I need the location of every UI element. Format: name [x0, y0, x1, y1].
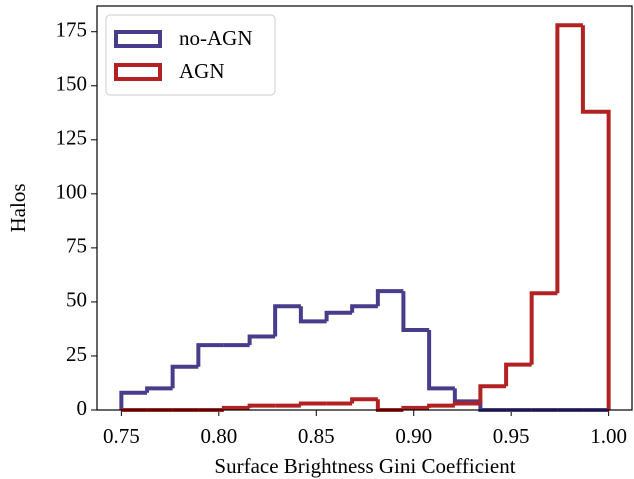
histogram-bin: [119, 390, 148, 410]
histogram-bin: [350, 304, 378, 313]
histogram-bin: [196, 343, 224, 367]
histogram-bin: [427, 330, 455, 391]
y-tick-label: 75: [66, 234, 87, 258]
histogram-bin: [350, 397, 378, 404]
histogram-bin: [452, 401, 481, 406]
histogram-bin: [247, 334, 276, 346]
y-tick-label: 50: [66, 288, 87, 312]
histogram-bin: [504, 362, 532, 387]
histogram-bin: [478, 401, 507, 412]
x-axis-label: Surface Brightness Gini Coefficient: [214, 454, 515, 478]
histogram-bin: [427, 403, 455, 408]
x-tick-label: 1.00: [590, 424, 627, 448]
x-tick-label: 0.80: [200, 424, 237, 448]
histogram-bin: [529, 291, 558, 365]
legend-box: [105, 14, 276, 96]
y-tick-label: 25: [66, 342, 87, 366]
histogram-bin: [452, 388, 481, 404]
histogram-bin: [273, 304, 301, 337]
y-tick-label: 100: [56, 180, 88, 204]
x-tick-label: 0.90: [395, 424, 432, 448]
y-axis-label: Halos: [6, 184, 30, 233]
histogram-bin: [247, 403, 276, 408]
histogram-bin: [401, 291, 430, 333]
histogram-bin: [375, 289, 404, 307]
legend-swatch: [114, 30, 162, 48]
legend-swatch: [114, 63, 162, 81]
histogram-bin: [170, 364, 199, 389]
legend-label: no-AGN: [179, 26, 253, 50]
y-tick-label: 175: [56, 18, 88, 42]
x-tick-label: 0.85: [298, 424, 335, 448]
plot-frame: [96, 5, 633, 411]
histogram-bin: [145, 386, 173, 393]
histogram-bin: [221, 405, 250, 410]
histogram-bin: [298, 401, 327, 406]
histogram-bin: [324, 310, 353, 322]
y-tick-label: 125: [56, 126, 88, 150]
histogram-series: [119, 289, 609, 412]
histogram-bin: [555, 23, 583, 294]
x-tick-label: 0.95: [493, 424, 530, 448]
y-tick-label: 0: [77, 396, 88, 420]
legend-label: AGN: [179, 59, 225, 83]
y-tick-label: 150: [56, 72, 88, 96]
histogram-bin: [375, 399, 404, 412]
histogram-bin: [580, 25, 611, 410]
histogram-bin: [478, 384, 507, 404]
x-tick-label: 0.75: [103, 424, 140, 448]
histogram-bin: [298, 306, 327, 324]
histogram-bin: [401, 405, 430, 410]
